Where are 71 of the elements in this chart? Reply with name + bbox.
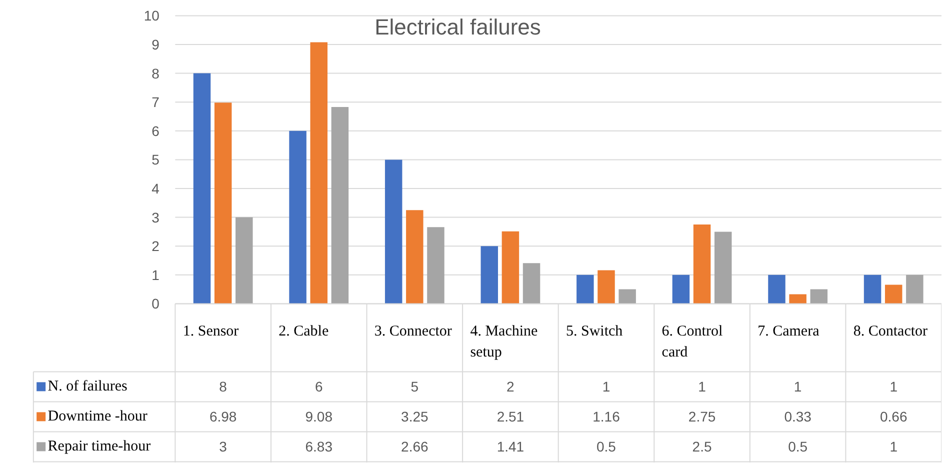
data-label: 6.98 <box>209 408 237 425</box>
bar <box>884 284 902 304</box>
bar <box>693 224 711 304</box>
bar <box>576 274 594 304</box>
data-label: 3 <box>219 438 228 455</box>
data-label: 1.16 <box>592 408 620 425</box>
bar <box>214 102 232 304</box>
data-label: 8 <box>219 378 228 395</box>
chart-title: Electrical failures <box>374 14 541 40</box>
data-label: 2.75 <box>688 408 716 425</box>
bar <box>427 227 444 304</box>
y-tick-label: 7 <box>152 94 160 110</box>
bar <box>406 210 424 304</box>
x-tick-label: 2. Cable <box>278 324 329 340</box>
x-tick-label: 7. Camera <box>758 324 820 340</box>
data-label: 0.5 <box>788 438 808 455</box>
bar <box>384 160 402 304</box>
y-tick-label: 6 <box>152 122 160 139</box>
legend-label: Repair time-hour <box>48 438 151 455</box>
bar <box>906 274 924 304</box>
data-label: 0.5 <box>596 438 616 455</box>
y-tick-label: 3 <box>152 209 160 226</box>
data-label: 2.51 <box>496 408 524 425</box>
data-label: 2.66 <box>401 438 428 455</box>
data-label: 1.41 <box>496 438 524 455</box>
data-label: 9.08 <box>305 408 333 425</box>
y-tick-label: 10 <box>144 8 160 24</box>
data-label: 2 <box>506 378 515 395</box>
data-label: 6 <box>314 378 323 395</box>
data-label: 0.66 <box>880 408 908 425</box>
bar <box>789 294 806 304</box>
x-tick-label: 3. Connector <box>374 324 452 340</box>
legend-label: Downtime -hour <box>48 408 148 425</box>
data-label: 0.33 <box>784 408 812 425</box>
data-label: 1 <box>602 378 610 395</box>
bar <box>522 263 540 304</box>
bar <box>714 232 732 304</box>
bar <box>618 289 636 304</box>
y-tick-label: 1 <box>152 266 160 283</box>
y-tick-label: 4 <box>152 180 160 196</box>
data-label: 6.83 <box>305 438 333 455</box>
bar <box>310 42 328 304</box>
x-tick-label: 4. Machine setup <box>470 324 538 360</box>
bar <box>331 106 349 304</box>
bar <box>810 289 828 304</box>
bar <box>864 274 882 304</box>
bar <box>480 246 498 304</box>
bar <box>598 270 615 304</box>
legend-label: N. of failures <box>48 378 128 395</box>
data-label: 1 <box>890 378 898 395</box>
data-label: 1 <box>698 378 706 395</box>
bar <box>672 274 690 304</box>
x-tick-label: 5. Switch <box>566 324 624 340</box>
bar <box>502 231 520 304</box>
data-label: 1 <box>794 378 802 395</box>
y-tick-label: 2 <box>152 238 160 254</box>
bar <box>289 130 306 304</box>
bar <box>193 73 211 304</box>
data-label: 5 <box>410 378 419 395</box>
bar <box>236 217 253 304</box>
data-label: 1 <box>890 438 898 455</box>
x-tick-label: 8. Contactor <box>853 324 928 340</box>
y-tick-label: 0 <box>152 296 160 312</box>
y-tick-label: 9 <box>152 36 160 52</box>
data-label: 2.5 <box>692 438 712 455</box>
y-tick-label: 8 <box>152 65 160 82</box>
x-tick-label: 6. Control card <box>662 324 723 360</box>
data-label: 3.25 <box>401 408 428 425</box>
x-tick-label: 1. Sensor <box>182 324 239 340</box>
y-tick-label: 5 <box>152 152 160 168</box>
bar <box>768 274 786 304</box>
